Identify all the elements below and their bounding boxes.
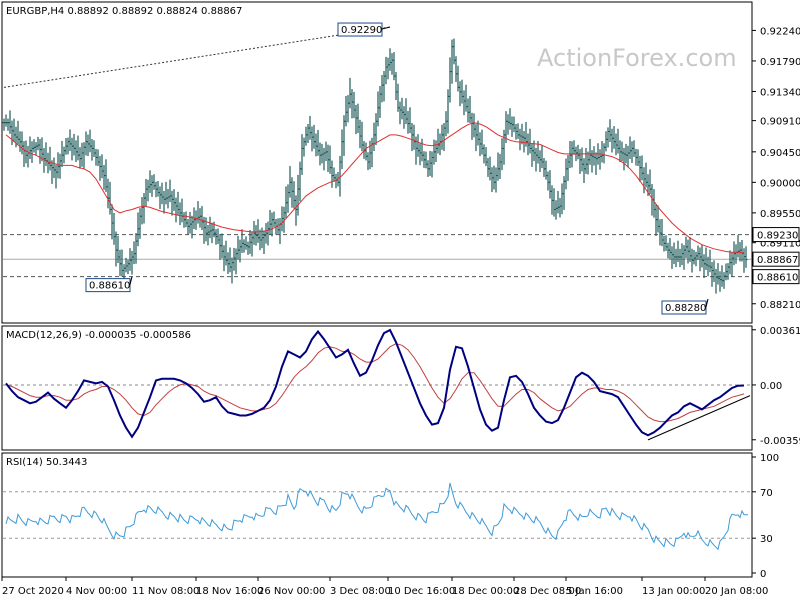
level-label-box: [752, 227, 800, 243]
x-tick-label: 28 Dec 08:00: [514, 586, 581, 597]
level-label-box: [752, 251, 800, 267]
price-y-tick-label: 0.92240: [760, 26, 800, 37]
price-plot: 0.92240 0.91790 0.91340 0.90910 0.90450 0.900…: [2, 22, 800, 315]
price-annotation-box: [337, 22, 383, 37]
price-annotation-leader: [129, 276, 133, 285]
price-y-tick-label: 0.90910: [760, 117, 800, 128]
x-tick-label: 10 Dec 16:00: [388, 586, 455, 597]
rsi-panel: [1, 452, 753, 578]
rsi-title: RSI(14) 50.3443: [6, 457, 87, 468]
macd-title: MACD(12,26,9) -0.000035 -0.000586: [6, 330, 191, 341]
price-annotation-label: 0.88610: [89, 281, 130, 292]
x-tick-label: 4 Nov 00:00: [66, 586, 127, 597]
price-y-tick-label: 0.89550: [760, 209, 800, 220]
x-tick-label: 11 Nov 08:00: [132, 586, 199, 597]
x-tick-label: 13 Jan 00:00: [642, 586, 705, 597]
price-y-tick-label: 0.91790: [760, 57, 800, 68]
level-label: 0.89230: [757, 231, 798, 242]
x-tick-label: 18 Nov 16:00: [196, 586, 263, 597]
x-tick-label: 5 Jan 16:00: [566, 586, 623, 597]
price-y-tick-label: 0.90000: [760, 178, 800, 189]
x-tick-label: 3 Dec 08:00: [330, 586, 391, 597]
price-annotation-box: [85, 278, 131, 293]
price-title: EURGBP,H4 0.88892 0.88892 0.88824 0.8886…: [6, 6, 242, 17]
macd-signal-line: [5, 343, 745, 423]
price-panel: [1, 1, 753, 324]
macd-y-tick-label: 0.00: [760, 381, 782, 392]
macd-y-tick-label: 0.003615: [760, 326, 800, 337]
watermark: ActionForex.com: [537, 44, 737, 72]
price-annotation-box: [661, 300, 707, 315]
price-y-tick-label: 0.88210: [760, 300, 800, 311]
level-label: 0.88867: [757, 255, 798, 266]
x-tick-label: 26 Nov 00:00: [258, 586, 325, 597]
rsi-line: [5, 482, 748, 551]
macd-plot: 0.003615 0.00 -0.003592: [3, 326, 800, 447]
rsi-y-tick-label: 70: [760, 488, 773, 499]
macd-panel: [1, 325, 753, 451]
price-y-tick-label: 0.90450: [760, 148, 800, 159]
rsi-y-tick-label: 100: [760, 453, 779, 464]
level-label-box: [752, 269, 800, 285]
x-tick-label: 18 Dec 00:00: [452, 586, 519, 597]
rsi-plot: 100 70 30 0: [3, 453, 779, 580]
trend-line: [3, 26, 391, 88]
macd-trend-line: [647, 395, 751, 441]
moving-average-line: [5, 122, 745, 254]
price-annotation-leader: [381, 26, 391, 30]
macd-y-tick-label: -0.003592: [760, 436, 800, 447]
rsi-y-tick-label: 0: [760, 569, 766, 580]
price-annotation-label: 0.92290: [341, 25, 382, 36]
price-annotation-leader: [705, 298, 709, 308]
price-y-tick-label: 0.91340: [760, 87, 800, 98]
level-label: 0.88610: [757, 273, 798, 284]
price-y-tick-label: 0.89110: [760, 239, 800, 250]
x-tick-label: 20 Jan 08:00: [705, 586, 768, 597]
x-tick-label: 27 Oct 2020: [2, 586, 64, 597]
rsi-y-tick-label: 30: [760, 534, 773, 545]
price-annotation-label: 0.88280: [665, 303, 706, 314]
macd-line: [5, 328, 745, 439]
